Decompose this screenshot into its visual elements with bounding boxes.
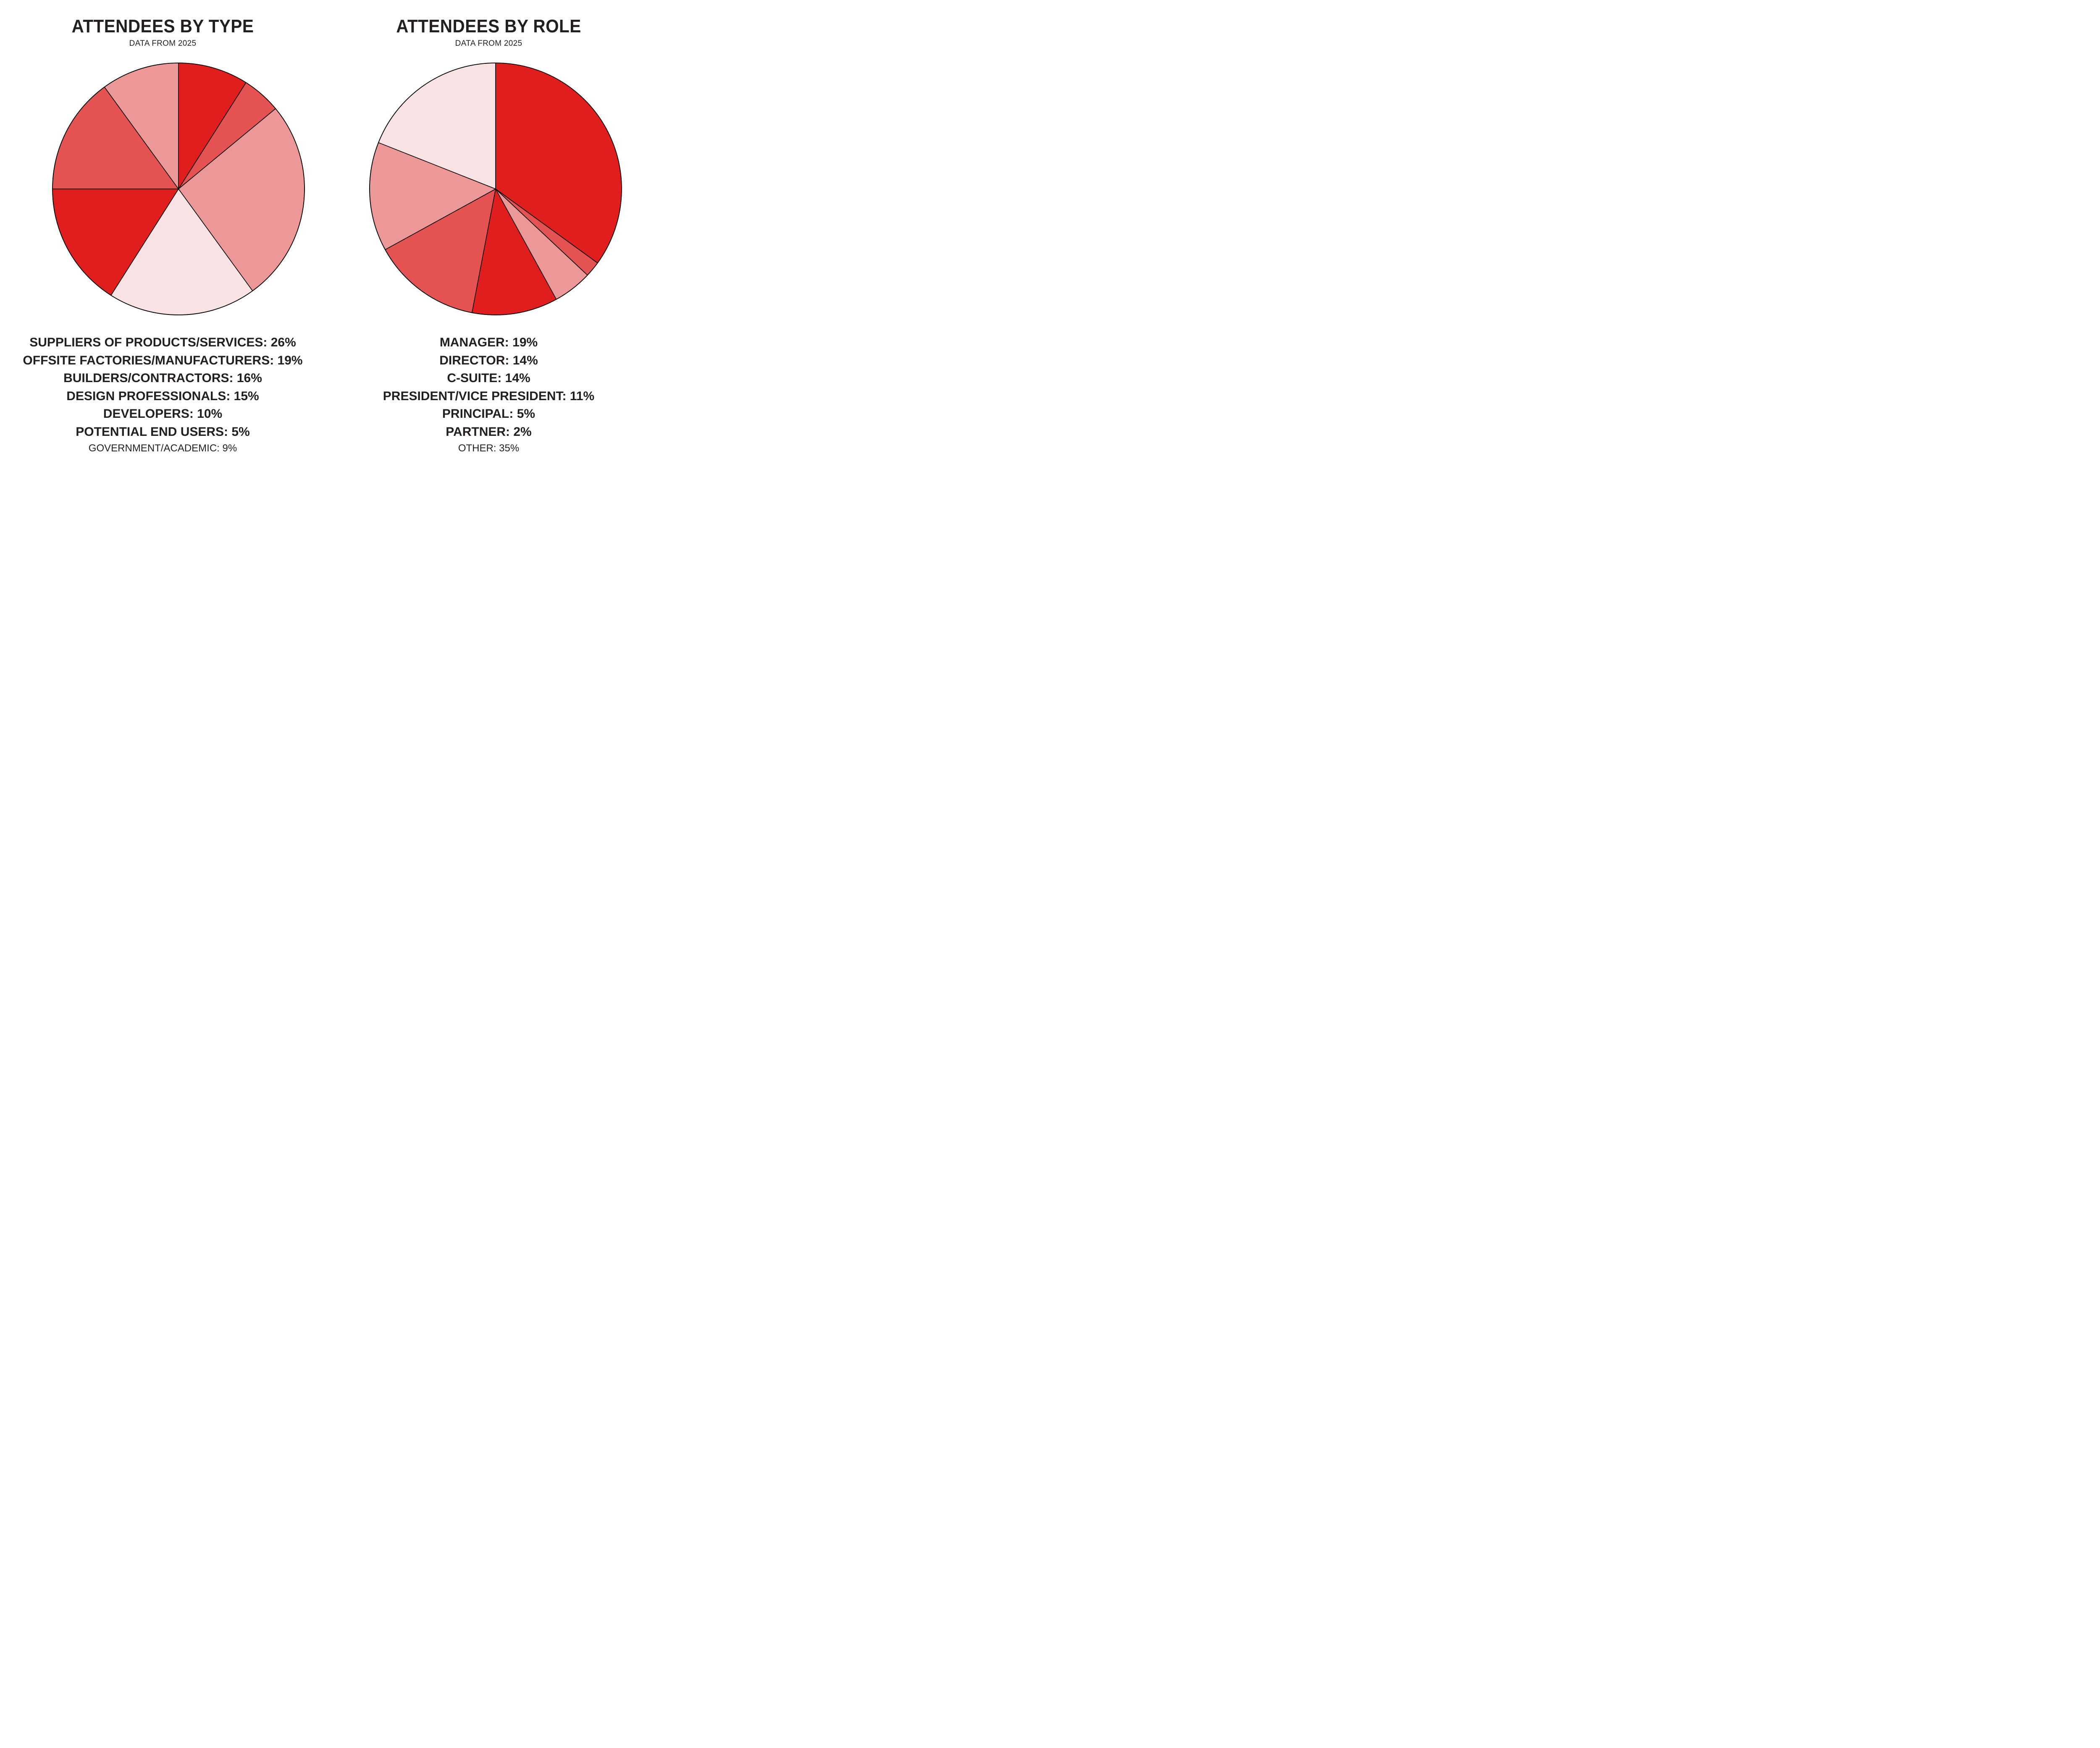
legend-item: PARTNER: 2% bbox=[446, 425, 532, 439]
chart-title: ATTENDEES BY TYPE bbox=[71, 16, 254, 37]
legend-item: MANAGER: 19% bbox=[439, 335, 538, 349]
legend: SUPPLIERS OF PRODUCTS/SERVICES: 26% OFFS… bbox=[0, 334, 326, 456]
legend-item-minor: OTHER: 35% bbox=[458, 443, 520, 454]
chart-title: ATTENDEES BY ROLE bbox=[396, 16, 581, 37]
legend-item: POTENTIAL END USERS: 5% bbox=[76, 425, 250, 439]
pie-chart-type bbox=[52, 63, 305, 315]
pie-outline bbox=[369, 63, 622, 315]
pie-outline bbox=[52, 63, 305, 315]
legend-item: DESIGN PROFESSIONALS: 15% bbox=[66, 389, 259, 403]
legend-item: DEVELOPERS: 10% bbox=[103, 407, 223, 421]
attendees-by-role-panel: ATTENDEES BY ROLE DATA FROM 2025 MANAGER… bbox=[326, 0, 651, 466]
legend: MANAGER: 19% DIRECTOR: 14% C-SUITE: 14% … bbox=[326, 334, 651, 456]
legend-item: C-SUITE: 14% bbox=[447, 371, 530, 385]
legend-item: PRINCIPAL: 5% bbox=[442, 407, 536, 421]
legend-item: OFFSITE FACTORIES/MANUFACTURERS: 19% bbox=[23, 353, 303, 367]
legend-item-minor: GOVERNMENT/ACADEMIC: 9% bbox=[88, 443, 237, 454]
legend-item: BUILDERS/CONTRACTORS: 16% bbox=[63, 371, 262, 385]
attendees-by-type-panel: ATTENDEES BY TYPE DATA FROM 2025 SUPPLIE… bbox=[0, 0, 326, 466]
legend-item: DIRECTOR: 14% bbox=[439, 353, 538, 367]
legend-item: SUPPLIERS OF PRODUCTS/SERVICES: 26% bbox=[29, 335, 296, 349]
chart-subtitle: DATA FROM 2025 bbox=[129, 39, 197, 48]
chart-subtitle: DATA FROM 2025 bbox=[455, 39, 522, 48]
legend-item: PRESIDENT/VICE PRESIDENT: 11% bbox=[383, 389, 595, 403]
pie-chart-role bbox=[369, 63, 622, 315]
